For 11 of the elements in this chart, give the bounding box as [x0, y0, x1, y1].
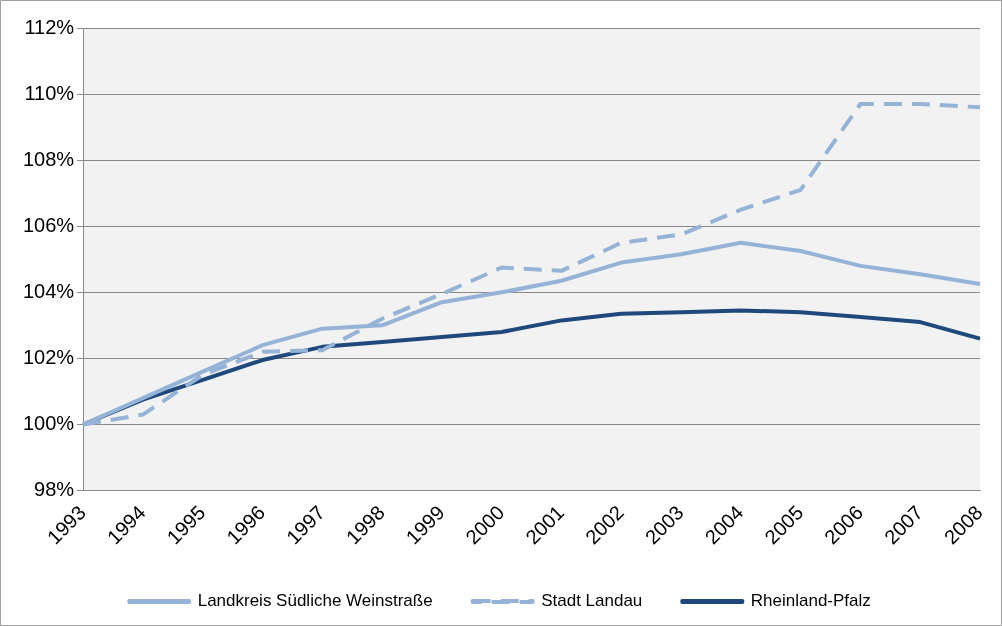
- y-tick-label: 104%: [23, 279, 75, 302]
- y-tick-label: 106%: [23, 213, 75, 236]
- y-tick-label: 112%: [24, 15, 75, 38]
- legend-label: Rheinland-Pfalz: [750, 591, 871, 611]
- y-tick-label: 100%: [23, 412, 75, 434]
- y-tick-label: 108%: [23, 147, 75, 170]
- y-tick-label: 102%: [23, 345, 75, 368]
- y-tick-label: 110%: [24, 81, 75, 104]
- legend-label: Landkreis Südliche Weinstraße: [197, 591, 433, 611]
- legend-label: Stadt Landau: [541, 591, 643, 611]
- y-tick-label: 98%: [34, 478, 75, 501]
